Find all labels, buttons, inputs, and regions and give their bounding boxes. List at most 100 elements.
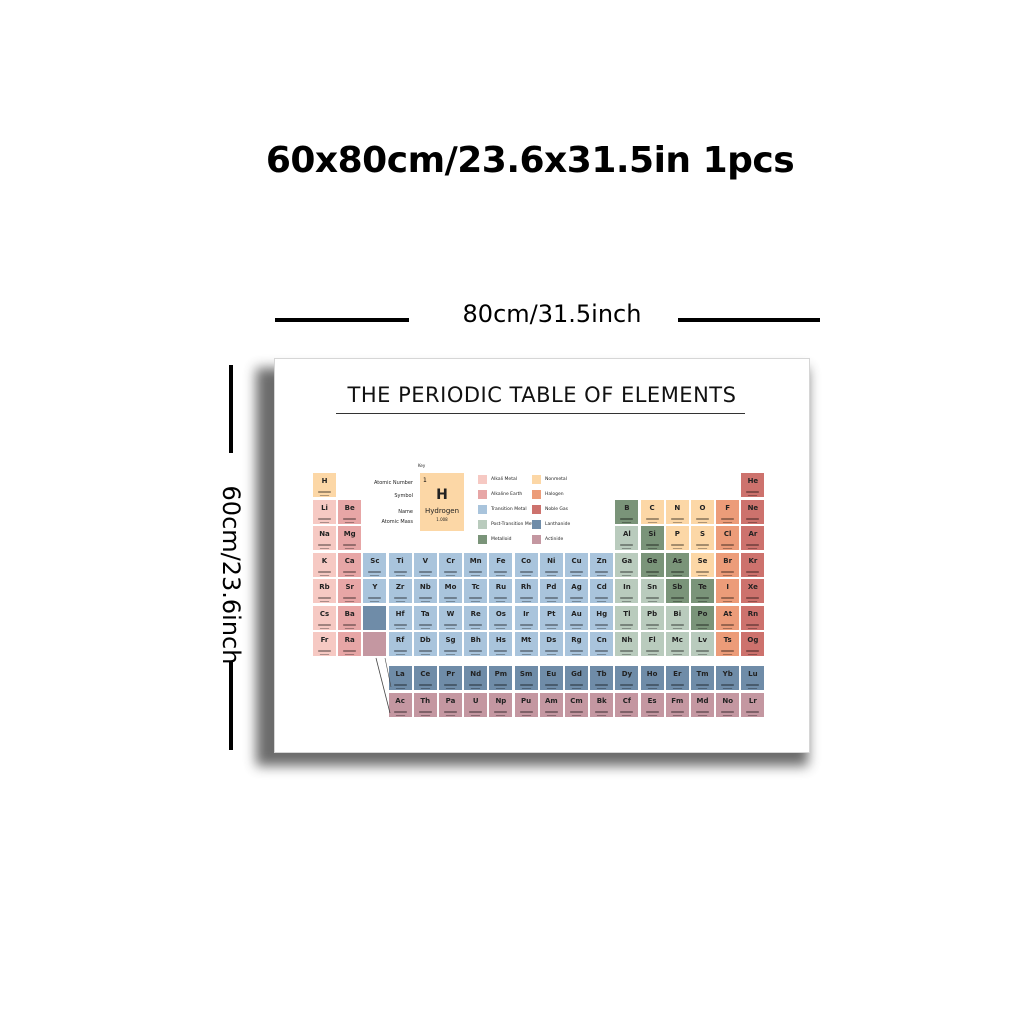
title-underline — [336, 413, 745, 414]
element-symbol: Ac — [395, 697, 405, 705]
element-cell: Fr — [313, 632, 336, 656]
element-cell: Ag — [565, 579, 588, 603]
element-cell: Rf — [388, 632, 412, 656]
element-cell: O — [691, 499, 714, 524]
element-cell: At — [716, 605, 740, 630]
element-symbol: Ca — [344, 556, 355, 565]
legend-item: Actinide — [532, 535, 602, 545]
element-cell: Dy — [615, 666, 639, 690]
legend-label: Alkaline Earth — [491, 492, 523, 497]
legend-label: Alkali Metal — [491, 477, 517, 482]
legend-item: Metalloid — [478, 535, 548, 545]
element-symbol: Si — [648, 530, 656, 538]
element-cell: La — [388, 666, 412, 690]
element-cell: Db — [413, 632, 437, 656]
element-symbol: Db — [419, 636, 431, 644]
element-symbol: Nd — [470, 670, 482, 678]
element-symbol: Ru — [495, 583, 507, 591]
element-symbol: Ds — [546, 636, 557, 644]
element-symbol: U — [472, 697, 479, 705]
element-cell: As — [665, 552, 689, 577]
element-symbol: Zn — [596, 556, 607, 565]
element-symbol: Md — [696, 697, 709, 705]
element-symbol: Nb — [419, 583, 431, 591]
element-symbol: Rg — [571, 636, 582, 644]
element-symbol: F — [725, 503, 731, 512]
element-cell: Am — [539, 693, 563, 717]
element-symbol: Hs — [495, 636, 506, 644]
element-cell: K — [313, 552, 336, 577]
element-cell: Po — [691, 605, 714, 630]
element-cell: Lu — [741, 666, 765, 690]
element-symbol: Pb — [647, 609, 658, 618]
element-symbol: Tm — [696, 670, 709, 678]
element-symbol: Hg — [596, 609, 608, 618]
element-cell: Fm — [665, 693, 689, 717]
element-symbol: No — [722, 697, 734, 705]
element-cell: Ta — [413, 605, 437, 630]
element-cell: Na — [313, 526, 336, 550]
element-cell: Sc — [363, 552, 387, 577]
element-symbol: Mc — [671, 636, 683, 644]
element-symbol: Fr — [320, 636, 329, 644]
element-symbol: Lr — [748, 697, 757, 705]
element-cell: Re — [464, 605, 488, 630]
element-symbol: Rn — [747, 609, 759, 618]
element-symbol: H — [321, 477, 328, 485]
element-cell: Gd — [565, 666, 588, 690]
element-symbol: In — [623, 583, 631, 591]
element-cell: Al — [615, 526, 639, 550]
legend-label: Actinide — [545, 537, 564, 542]
element-cell: Ir — [514, 605, 538, 630]
element-symbol: Es — [647, 697, 657, 705]
element-cell: Sg — [439, 632, 462, 656]
element-symbol: Rh — [520, 583, 532, 591]
element-cell: Tl — [615, 605, 639, 630]
element-symbol: Al — [622, 530, 631, 538]
element-cell: Pd — [539, 579, 563, 603]
element-symbol: Cr — [446, 556, 455, 565]
element-symbol: Dy — [621, 670, 633, 678]
element-cell: Th — [413, 693, 437, 717]
element-cell: Xe — [741, 579, 765, 603]
element-cell: Mn — [464, 552, 488, 577]
element-cell: Bk — [590, 693, 614, 717]
element-symbol: Co — [521, 556, 532, 565]
element-symbol: W — [446, 609, 455, 618]
element-cell: Y — [363, 579, 387, 603]
element-symbol: Br — [723, 556, 733, 565]
element-cell: Es — [640, 693, 664, 717]
element-cell: I — [716, 579, 740, 603]
height-rule-bottom — [229, 662, 233, 750]
element-symbol: Lv — [697, 636, 708, 644]
element-symbol: Ne — [747, 503, 759, 512]
element-symbol: Ga — [621, 556, 633, 565]
element-symbol: Au — [571, 609, 582, 618]
key-element-card: 1 H Hydrogen 1.008 — [420, 473, 464, 531]
element-cell: Lv — [691, 632, 714, 656]
element-cell: Be — [338, 499, 362, 524]
element-cell: Er — [665, 666, 689, 690]
element-symbol: Cn — [596, 636, 607, 644]
element-cell: Bi — [665, 605, 689, 630]
element-symbol: Am — [544, 697, 558, 705]
key-label-symbol: Symbol — [394, 493, 413, 499]
element-symbol: Rf — [395, 636, 405, 644]
element-symbol: Sn — [647, 583, 658, 591]
legend-label: Lanthanide — [545, 522, 571, 527]
legend-label: Post-Transition Metal — [491, 522, 538, 527]
element-cell: Cu — [565, 552, 588, 577]
element-cell: Pb — [640, 605, 664, 630]
element-cell — [363, 605, 387, 630]
element-cell: Cl — [716, 526, 740, 550]
element-cell: Cs — [313, 605, 336, 630]
element-cell: Hs — [489, 632, 513, 656]
element-cell: Zr — [388, 579, 412, 603]
legend-label: Nonmetal — [545, 477, 567, 482]
element-symbol: Ag — [571, 583, 582, 591]
element-symbol: Mg — [343, 530, 356, 538]
element-symbol: Mo — [444, 583, 457, 591]
element-symbol: He — [747, 477, 759, 485]
element-cell: Mt — [514, 632, 538, 656]
element-symbol: Sc — [370, 556, 380, 565]
